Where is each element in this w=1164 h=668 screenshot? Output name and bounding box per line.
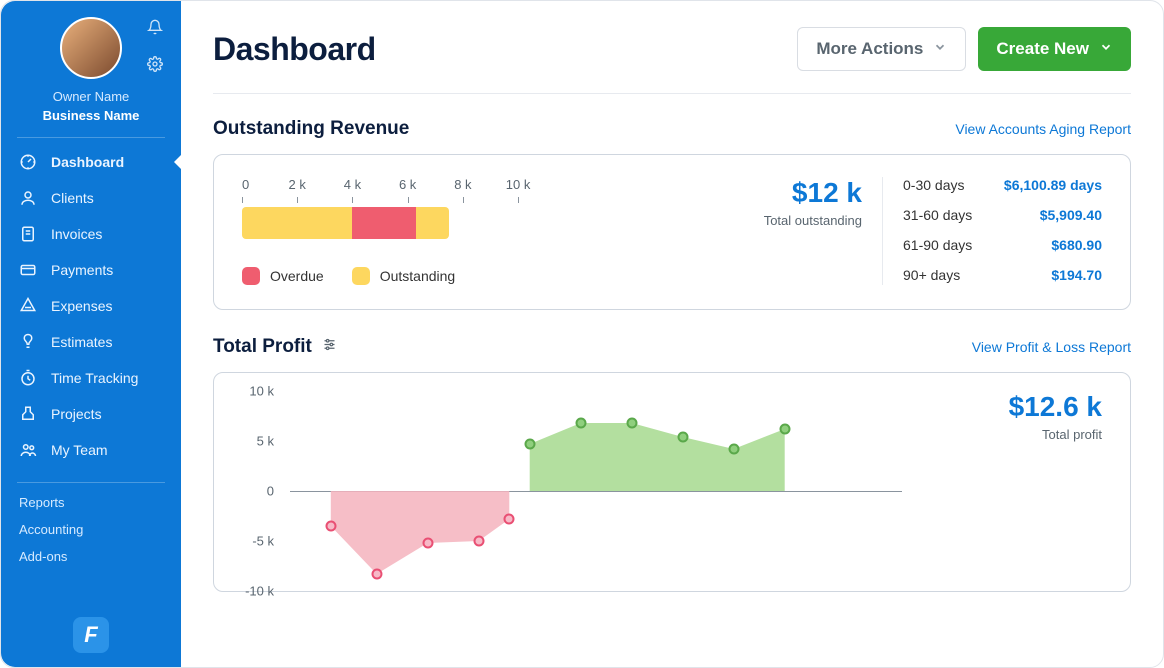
owner-name: Owner Name (1, 89, 181, 104)
sidebar-item-label: Clients (51, 190, 94, 206)
axis-tick: 4 k (344, 177, 361, 192)
gear-icon[interactable] (147, 56, 163, 77)
sidebar-item-label: Projects (51, 406, 102, 422)
total-outstanding-label: Total outstanding (742, 213, 862, 228)
axis-tick: 10 k (506, 177, 531, 192)
y-tick: 5 k (257, 434, 274, 449)
y-tick: -5 k (252, 534, 274, 549)
sidebar-item-label: Estimates (51, 334, 112, 350)
create-new-button[interactable]: Create New (978, 27, 1131, 71)
accounts-aging-link[interactable]: View Accounts Aging Report (955, 121, 1131, 137)
clients-icon (19, 189, 37, 207)
sidebar-sub-add-ons[interactable]: Add-ons (19, 549, 163, 564)
aging-row[interactable]: 90+ days$194.70 (903, 267, 1102, 283)
projects-icon (19, 405, 37, 423)
chevron-down-icon (933, 39, 947, 59)
sidebar-item-my-team[interactable]: My Team (1, 432, 181, 468)
axis-tick: 2 k (289, 177, 306, 192)
sidebar-item-expenses[interactable]: Expenses (1, 288, 181, 324)
page-title: Dashboard (213, 31, 376, 68)
sidebar-item-label: Dashboard (51, 154, 124, 170)
dashboard-icon (19, 153, 37, 171)
create-new-label: Create New (996, 39, 1089, 59)
estimates-icon (19, 333, 37, 351)
sidebar-sub-reports[interactable]: Reports (19, 495, 163, 510)
aging-row[interactable]: 61-90 days$680.90 (903, 237, 1102, 253)
revenue-legend: Overdue Outstanding (242, 267, 718, 285)
legend-item: Outstanding (352, 267, 456, 285)
profit-card: 10 k5 k0-5 k-10 k $12.6 k Total profit (213, 372, 1131, 592)
brand-logo: F (1, 617, 181, 653)
section-title-profit: Total Profit (213, 336, 312, 358)
axis-tick: 6 k (399, 177, 416, 192)
expenses-icon (19, 297, 37, 315)
sidebar-item-label: Payments (51, 262, 113, 278)
aging-row[interactable]: 0-30 days$6,100.89 days (903, 177, 1102, 193)
axis-tick: 8 k (454, 177, 471, 192)
sub-nav: Reports Accounting Add-ons (1, 489, 181, 570)
revenue-axis: 0 2 k 4 k 6 k 8 k 10 k (242, 177, 718, 191)
total-profit-amount: $12.6 k (922, 391, 1102, 423)
sidebar-item-payments[interactable]: Payments (1, 252, 181, 288)
more-actions-button[interactable]: More Actions (797, 27, 966, 71)
sidebar-item-estimates[interactable]: Estimates (1, 324, 181, 360)
revenue-bar (242, 203, 718, 239)
more-actions-label: More Actions (816, 39, 923, 59)
profit-chart: 10 k5 k0-5 k-10 k (242, 391, 922, 591)
invoices-icon (19, 225, 37, 243)
bell-icon[interactable] (147, 19, 163, 40)
divider (213, 93, 1131, 94)
sidebar-item-invoices[interactable]: Invoices (1, 216, 181, 252)
chart-point (728, 444, 739, 455)
sidebar-item-label: Time Tracking (51, 370, 138, 386)
sidebar: Owner Name Business Name Dashboard Client… (1, 1, 181, 667)
y-tick: 0 (267, 484, 274, 499)
divider (17, 482, 165, 483)
chevron-down-icon (1099, 39, 1113, 59)
sidebar-item-label: Expenses (51, 298, 112, 314)
payments-icon (19, 261, 37, 279)
profit-loss-link[interactable]: View Profit & Loss Report (972, 339, 1131, 355)
main-content: Dashboard More Actions Create New Outsta… (181, 1, 1163, 667)
main-nav: Dashboard Clients Invoices Payments Expenses… (1, 144, 181, 468)
sidebar-item-dashboard[interactable]: Dashboard (1, 144, 181, 180)
sidebar-sub-accounting[interactable]: Accounting (19, 522, 163, 537)
business-name: Business Name (1, 108, 181, 123)
time-icon (19, 369, 37, 387)
sidebar-item-label: Invoices (51, 226, 102, 242)
divider (17, 137, 165, 138)
settings-icon[interactable] (322, 336, 337, 358)
sidebar-item-clients[interactable]: Clients (1, 180, 181, 216)
aging-breakdown: 0-30 days$6,100.89 days 31-60 days$5,909.… (882, 177, 1102, 285)
aging-row[interactable]: 31-60 days$5,909.40 (903, 207, 1102, 223)
legend-item: Overdue (242, 267, 324, 285)
total-profit-label: Total profit (922, 427, 1102, 442)
revenue-card: 0 2 k 4 k 6 k 8 k 10 k Overdue Outstanding $12… (213, 154, 1131, 310)
revenue-stacked-bar (242, 207, 449, 239)
section-title-revenue: Outstanding Revenue (213, 118, 409, 140)
chart-point (677, 432, 688, 443)
chart-point (524, 439, 535, 450)
sidebar-item-time-tracking[interactable]: Time Tracking (1, 360, 181, 396)
chart-point (575, 418, 586, 429)
y-tick: -10 k (245, 584, 274, 599)
chart-point (626, 418, 637, 429)
axis-tick: 0 (242, 177, 249, 192)
total-outstanding-amount: $12 k (742, 177, 862, 209)
sidebar-item-label: My Team (51, 442, 108, 458)
avatar[interactable] (60, 17, 122, 79)
y-tick: 10 k (249, 384, 274, 399)
team-icon (19, 441, 37, 459)
sidebar-item-projects[interactable]: Projects (1, 396, 181, 432)
chart-point (779, 424, 790, 435)
